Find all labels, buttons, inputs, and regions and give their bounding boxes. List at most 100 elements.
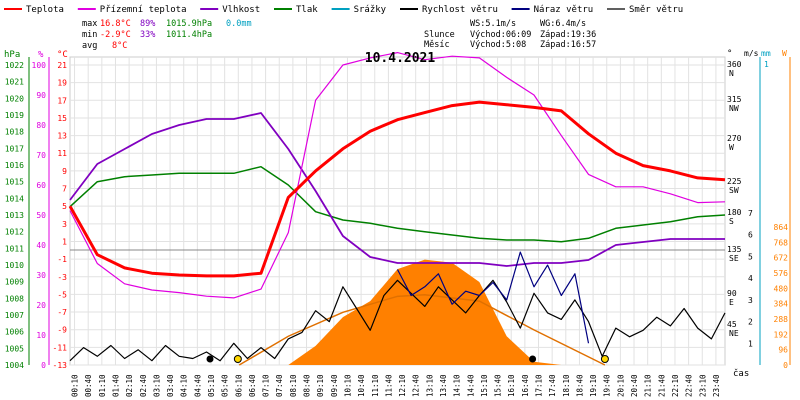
x-tick-label: 13:40 xyxy=(439,374,448,397)
temperature-tick: -13 xyxy=(53,361,68,370)
x-tick-label: 11:10 xyxy=(371,374,380,397)
x-tick-label: 13:10 xyxy=(425,374,434,397)
wind-tick: 5 xyxy=(748,252,753,261)
pressure-tick: 1015 xyxy=(5,178,24,187)
direction-name: N xyxy=(729,69,734,78)
wind-unit: m/s xyxy=(744,49,759,58)
pressure-tick: 1016 xyxy=(5,161,24,170)
x-tick-label: 02:10 xyxy=(125,374,134,397)
axes: 1022102110201019101810171016101510141013… xyxy=(4,49,791,397)
humidity-tick: 20 xyxy=(36,301,46,310)
temperature-tick: 9 xyxy=(62,167,67,176)
x-tick-label: 17:40 xyxy=(548,374,557,397)
legend-label: Rychlost větru xyxy=(422,5,498,15)
x-tick-label: 14:10 xyxy=(453,374,462,397)
temperature-tick: 19 xyxy=(57,79,67,88)
direction-tick: 135 xyxy=(727,245,742,254)
legend-label: Tlak xyxy=(296,5,318,15)
series-line-teplota xyxy=(68,100,726,278)
x-tick-label: 00:10 xyxy=(71,374,80,397)
legend-label: Směr větru xyxy=(629,5,683,15)
stat-min-press: 1011.4hPa xyxy=(166,30,212,40)
humidity-tick: 60 xyxy=(36,181,46,190)
legend: Teplota Přízemní teplota Vlhkost Tlak Srážky… xyxy=(4,5,683,15)
wind-tick: 2 xyxy=(748,318,753,327)
sun-rise-marker xyxy=(233,355,242,363)
temperature-tick: -1 xyxy=(57,255,67,264)
x-tick-label: 21:40 xyxy=(657,374,666,397)
pressure-tick: 1020 xyxy=(5,94,24,103)
pressure-tick: 1010 xyxy=(5,261,24,270)
stat-max-press: 1015.9hPa xyxy=(166,19,212,29)
direction-name: NW xyxy=(729,104,739,113)
series-line-náraz-větru xyxy=(396,251,590,344)
x-tick-label: 01:10 xyxy=(98,374,107,397)
x-tick-label: 01:40 xyxy=(111,374,120,397)
pressure-tick: 1018 xyxy=(5,128,24,137)
pressure-tick: 1019 xyxy=(5,111,24,120)
temperature-tick: 21 xyxy=(57,61,67,70)
legend-label: Srážky xyxy=(354,5,387,15)
x-tick-label: 09:10 xyxy=(316,374,325,397)
temperature-tick: 5 xyxy=(62,202,67,211)
humidity-unit: % xyxy=(38,50,44,60)
x-tick-label: 04:10 xyxy=(180,374,189,397)
x-tick-label: 19:40 xyxy=(603,374,612,397)
x-tick-label: 08:40 xyxy=(303,374,312,397)
series-line-přízemní-teplota xyxy=(69,52,726,299)
series-layer xyxy=(68,52,726,363)
wind-tick: 3 xyxy=(748,296,753,305)
pressure-tick: 1008 xyxy=(5,294,24,303)
pressure-tick: 1005 xyxy=(5,344,24,353)
x-tick-label: 05:40 xyxy=(221,374,230,397)
pressure-tick: 1022 xyxy=(5,61,24,70)
pressure-tick: 1014 xyxy=(5,194,24,203)
temperature-tick: 17 xyxy=(57,96,67,105)
direction-tick: 90 xyxy=(727,289,737,298)
x-tick-label: 20:10 xyxy=(616,374,625,397)
wind-tick: 4 xyxy=(748,274,753,283)
x-tick-label: 03:10 xyxy=(152,374,161,397)
x-tick-label: 09:40 xyxy=(330,374,339,397)
direction-tick: 270 xyxy=(727,134,742,143)
info-ws: WS:5.1m/s xyxy=(470,19,516,29)
pressure-unit: hPa xyxy=(4,50,20,60)
wind-tick: 7 xyxy=(748,209,753,218)
temperature-tick: 7 xyxy=(62,185,67,194)
solar-tick: 864 xyxy=(774,223,789,232)
x-tick-label: 07:40 xyxy=(275,374,284,397)
rain-unit: mm xyxy=(761,49,771,58)
solar-tick: 96 xyxy=(778,346,788,355)
x-tick-label: 10:40 xyxy=(357,374,366,397)
pressure-tick: 1007 xyxy=(5,311,24,320)
temperature-tick: -5 xyxy=(57,290,67,299)
rain-tick: 1 xyxy=(764,60,769,69)
direction-name: NE xyxy=(729,329,739,338)
stat-rain: 0.0mm xyxy=(226,19,252,29)
legend-label: Teplota xyxy=(26,5,64,15)
humidity-tick: 0 xyxy=(41,361,46,370)
pressure-tick: 1011 xyxy=(5,244,24,253)
legend-label: Přízemní teplota xyxy=(100,5,187,15)
solar-tick: 288 xyxy=(774,315,789,324)
x-tick-label: 17:10 xyxy=(535,374,544,397)
stat-min-hum: 33% xyxy=(140,30,155,40)
direction-name: W xyxy=(729,143,734,152)
series-line-tlak xyxy=(69,165,726,243)
solar-tick: 0 xyxy=(783,361,788,370)
x-tick-label: 12:40 xyxy=(412,374,421,397)
direction-tick: 315 xyxy=(727,95,742,104)
x-tick-label: 23:10 xyxy=(698,374,707,397)
direction-name: SW xyxy=(729,186,739,195)
stat-max-temp: 16.8°C xyxy=(100,19,131,29)
direction-unit: ° xyxy=(727,49,732,59)
direction-tick: 225 xyxy=(727,177,742,186)
pressure-tick: 1013 xyxy=(5,211,24,220)
stat-max-label: max xyxy=(82,19,97,29)
info-moon-label: Měsíc xyxy=(424,40,450,50)
stat-avg-label: avg xyxy=(82,41,97,51)
humidity-tick: 80 xyxy=(36,121,46,130)
x-tick-label: 07:10 xyxy=(262,374,271,397)
x-tick-label: 23:40 xyxy=(712,374,721,397)
pressure-tick: 1004 xyxy=(5,361,24,370)
